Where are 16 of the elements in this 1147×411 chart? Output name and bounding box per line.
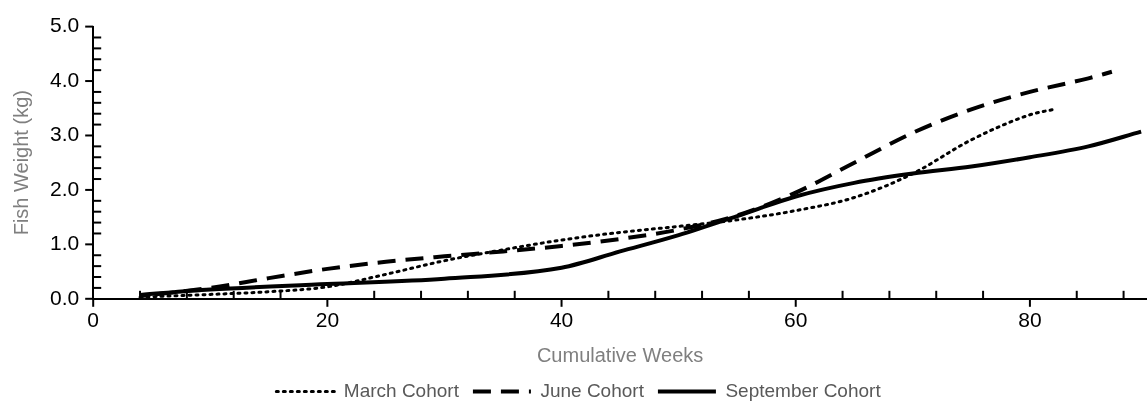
legend-label: March Cohort <box>343 379 460 401</box>
x-tick-label: 20 <box>315 308 340 332</box>
x-axis-title: Cumulative Weeks <box>536 343 704 366</box>
x-tick-label: 0 <box>87 308 100 332</box>
y-axis-title: Fish Weight (kg) <box>9 90 32 236</box>
y-tick-label: 0.0 <box>49 285 80 309</box>
y-tick-label: 1.0 <box>49 231 80 255</box>
y-tick-label: 2.0 <box>49 176 80 200</box>
legend-label: June Cohort <box>540 379 645 401</box>
y-tick-label: 3.0 <box>49 122 80 146</box>
x-tick-label: 60 <box>784 308 808 332</box>
legend-label: September Cohort <box>725 379 882 401</box>
y-tick-label: 5.0 <box>49 13 80 37</box>
x-tick-label: 40 <box>549 308 574 332</box>
x-tick-label: 80 <box>1018 308 1042 332</box>
y-tick-label: 4.0 <box>49 67 80 91</box>
